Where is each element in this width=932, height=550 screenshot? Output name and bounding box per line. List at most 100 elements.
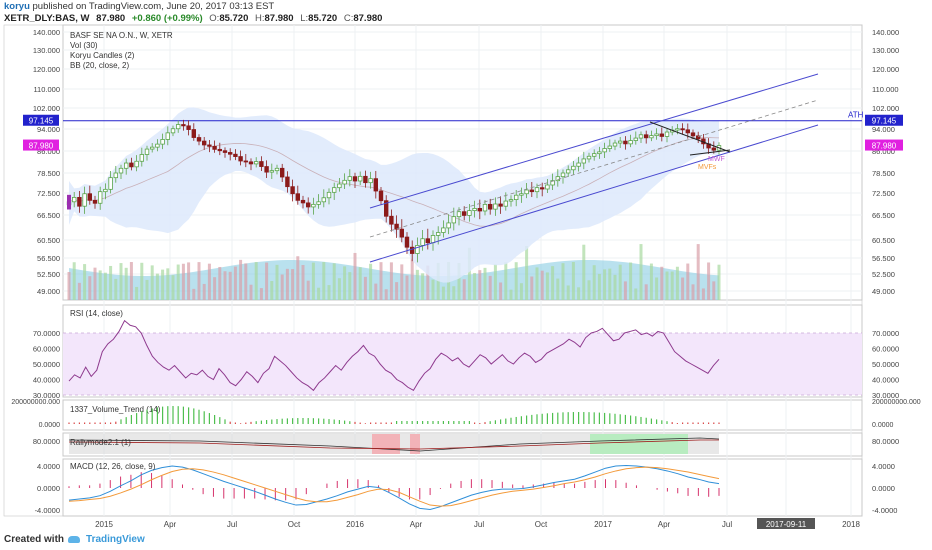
volume-bar — [197, 262, 201, 300]
candle-body — [170, 128, 176, 134]
volume-bar — [701, 288, 705, 300]
candle-body — [649, 135, 654, 139]
volume-bar — [228, 271, 232, 300]
rallymode-line — [68, 439, 719, 450]
candle-body — [243, 160, 248, 163]
candle-body — [560, 172, 566, 178]
volume-bar — [462, 279, 466, 300]
y-tick-label-left: 120.000 — [33, 65, 60, 74]
rsi-tick-right: 40.0000 — [872, 376, 899, 385]
volume-bar — [161, 269, 165, 300]
volume-bar — [566, 285, 570, 300]
candle-body — [430, 235, 436, 244]
volume-bar — [545, 272, 549, 300]
tradingview-brand[interactable]: TradingView — [86, 534, 145, 545]
macd-tick-right: 0.0000 — [872, 484, 895, 493]
last-price-tag-right — [865, 139, 903, 151]
volume-bar — [296, 256, 300, 300]
y-tick-label-left: 72.500 — [37, 189, 60, 198]
volume-bar — [93, 267, 97, 300]
x-tick-label: 2018 — [842, 520, 860, 529]
volume-bar — [571, 262, 575, 300]
y-tick-label-right: 78.500 — [872, 169, 895, 178]
ath-price-tag-right — [865, 114, 903, 126]
volume-bar — [436, 262, 440, 300]
candle-body — [435, 232, 441, 236]
candle-body — [285, 176, 290, 188]
rsi-tick-left: 40.0000 — [33, 376, 60, 385]
volume-bar — [577, 287, 581, 300]
symbol-ohlc-bar: XETR_DLY:BAS, W 87.980 +0.860 (+0.99%) O… — [4, 13, 383, 24]
author-name[interactable]: koryu — [4, 1, 30, 12]
volume-bar — [109, 265, 113, 300]
volume-bar — [301, 265, 305, 300]
publish-info: koryu published on TradingView.com, June… — [4, 1, 274, 12]
volume-bar — [634, 288, 638, 300]
candle-body — [103, 188, 108, 193]
y-tick-label-left: 102.000 — [33, 104, 60, 113]
volume-bar — [285, 268, 289, 300]
candle-body — [139, 154, 144, 162]
rsi-tick-left: 60.0000 — [33, 345, 60, 354]
volume-bar — [327, 285, 331, 300]
candle-body — [305, 202, 311, 208]
rallymode-zone-red — [372, 434, 400, 454]
volume-bar — [452, 286, 456, 300]
volume-bar — [317, 287, 321, 300]
candle-body — [394, 223, 399, 230]
volume-bar — [150, 265, 154, 300]
y-tick-label-right: 52.500 — [872, 270, 895, 279]
candle-body — [675, 128, 680, 131]
candle-body — [425, 238, 430, 244]
candle-body — [212, 145, 217, 150]
volume-bar — [691, 284, 695, 300]
rsi-band — [63, 333, 862, 395]
candle-body — [149, 146, 155, 150]
macd-tick-left: 4.0000 — [37, 462, 60, 471]
candle-body — [508, 199, 514, 202]
symbol-label[interactable]: XETR_DLY:BAS, W — [4, 13, 90, 24]
candle-body — [217, 148, 222, 152]
low-value: 85.720 — [308, 13, 338, 24]
volume-bar — [218, 266, 222, 300]
candle-body — [227, 152, 233, 155]
macd-tick-left: 0.0000 — [37, 484, 60, 493]
volume-bar — [379, 262, 383, 300]
candle-body — [347, 176, 352, 181]
candle-body — [566, 169, 571, 174]
x-tick-label: 2016 — [346, 520, 364, 529]
candle-body — [472, 207, 477, 211]
volume-bar — [88, 276, 92, 300]
candle-body — [181, 124, 186, 127]
candle-body — [326, 191, 332, 199]
x-tick-label: Apr — [410, 520, 423, 529]
ath-tag-text-right: 97.145 — [872, 117, 897, 126]
candle-body — [300, 199, 306, 204]
candle-body — [467, 210, 472, 216]
candle-body — [311, 203, 316, 208]
volume-bar — [155, 273, 159, 300]
volume-bar — [400, 264, 404, 300]
rsi-title: RSI (14, close) — [70, 309, 123, 318]
rsi-tick-left: 50.0000 — [33, 360, 60, 369]
candle-body — [612, 142, 618, 147]
volume-bar — [280, 274, 284, 300]
volume-bar — [457, 262, 461, 300]
volume-bar — [322, 262, 326, 300]
created-with-text: Created with — [4, 534, 65, 545]
macd-title: MACD (12, 26, close, 9) — [70, 462, 156, 471]
channel-lower-line — [369, 124, 819, 263]
volume-bar — [129, 262, 133, 300]
y-tick-label-right: 72.500 — [872, 189, 895, 198]
volume-bar — [270, 281, 274, 300]
price-change: +0.860 (+0.99%) — [131, 13, 203, 24]
volume-bar — [525, 245, 529, 300]
y-tick-label-left: 66.500 — [37, 211, 60, 220]
volume-bar — [119, 263, 123, 300]
candle-body — [529, 189, 534, 193]
candle-body — [77, 196, 82, 207]
x-tick-label: 2017 — [594, 520, 612, 529]
candle-body — [493, 203, 498, 210]
y-tick-label-right: 94.000 — [872, 125, 895, 134]
